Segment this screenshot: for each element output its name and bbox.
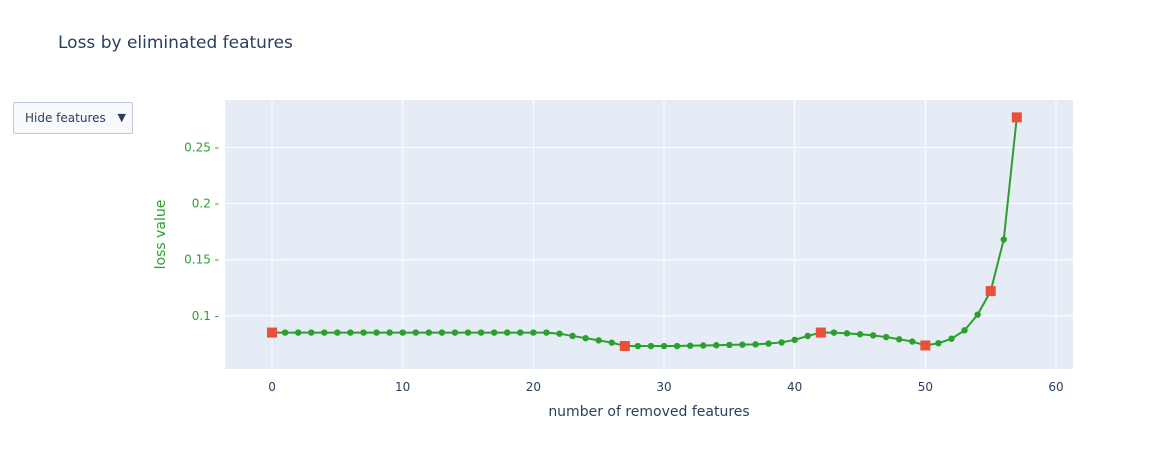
loss-point — [425, 329, 433, 336]
loss-point — [373, 329, 380, 336]
x-tick-label: 50 — [918, 380, 933, 394]
x-tick-label: 0 — [268, 380, 276, 394]
loss-point — [804, 332, 811, 340]
highlight-marker — [920, 340, 931, 351]
loss-point — [399, 329, 406, 336]
loss-point — [504, 329, 511, 336]
loss-point — [909, 338, 916, 345]
loss-point — [700, 342, 707, 349]
loss-point — [569, 332, 576, 340]
loss-point — [974, 311, 981, 318]
loss-point — [634, 342, 642, 350]
loss-point — [869, 332, 877, 339]
loss-point — [347, 329, 354, 336]
loss-point — [360, 329, 367, 336]
loss-point — [334, 329, 341, 336]
loss-point — [517, 329, 524, 336]
loss-point — [530, 329, 537, 336]
loss-point — [935, 340, 942, 347]
loss-point — [660, 342, 668, 350]
y-tick-label: 0.1 - — [192, 309, 219, 323]
x-tick-label: 60 — [1048, 380, 1063, 394]
highlight-marker — [815, 327, 826, 338]
loss-point — [843, 330, 851, 337]
loss-point — [778, 339, 785, 346]
hide-features-dropdown[interactable]: Hide features ▼ — [13, 102, 133, 134]
x-axis-title: number of removed features — [548, 404, 749, 420]
loss-point — [647, 342, 655, 350]
y-tick-label: 0.15 - — [184, 253, 219, 267]
loss-point — [308, 329, 315, 336]
highlight-marker — [1011, 112, 1022, 123]
loss-point — [726, 341, 733, 349]
loss-point — [896, 336, 903, 343]
loss-point — [281, 329, 289, 336]
chevron-down-icon: ▼ — [117, 111, 126, 124]
loss-point — [608, 339, 615, 346]
loss-point — [765, 340, 772, 347]
x-tick-label: 30 — [656, 380, 671, 394]
highlight-marker — [619, 341, 630, 352]
highlight-marker — [267, 327, 278, 338]
loss-point — [556, 330, 563, 337]
chart-title: Loss by eliminated features — [58, 33, 293, 53]
loss-point — [490, 329, 498, 336]
loss-point — [595, 337, 602, 344]
loss-point — [882, 333, 890, 341]
loss-point — [830, 329, 838, 336]
x-tick-label: 20 — [526, 380, 541, 394]
x-tick-label: 10 — [395, 380, 410, 394]
loss-point — [543, 329, 550, 336]
loss-point — [464, 329, 472, 336]
loss-point — [961, 327, 968, 334]
loss-point — [321, 329, 328, 336]
loss-point — [739, 341, 746, 348]
y-tick-label: 0.2 - — [192, 197, 219, 211]
loss-point — [412, 329, 419, 336]
loss-point — [582, 334, 589, 342]
loss-point — [386, 329, 393, 336]
x-tick-label: 40 — [787, 380, 802, 394]
y-axis-title: loss value — [153, 200, 169, 270]
loss-point — [438, 329, 446, 336]
y-tick-label: 0.25 - — [184, 141, 219, 155]
loss-point — [294, 329, 302, 336]
loss-point — [686, 342, 694, 349]
loss-point — [713, 342, 720, 349]
highlight-marker — [985, 286, 996, 297]
loss-point — [948, 335, 955, 342]
loss-point — [673, 342, 681, 350]
loss-point — [1000, 236, 1007, 243]
loss-point — [791, 336, 798, 344]
loss-point — [856, 331, 864, 338]
loss-point — [752, 341, 759, 348]
dropdown-label: Hide features — [25, 111, 106, 125]
loss-point — [477, 329, 485, 336]
loss-line — [272, 117, 1018, 348]
loss-point — [451, 329, 459, 336]
plot-area — [225, 100, 1073, 369]
